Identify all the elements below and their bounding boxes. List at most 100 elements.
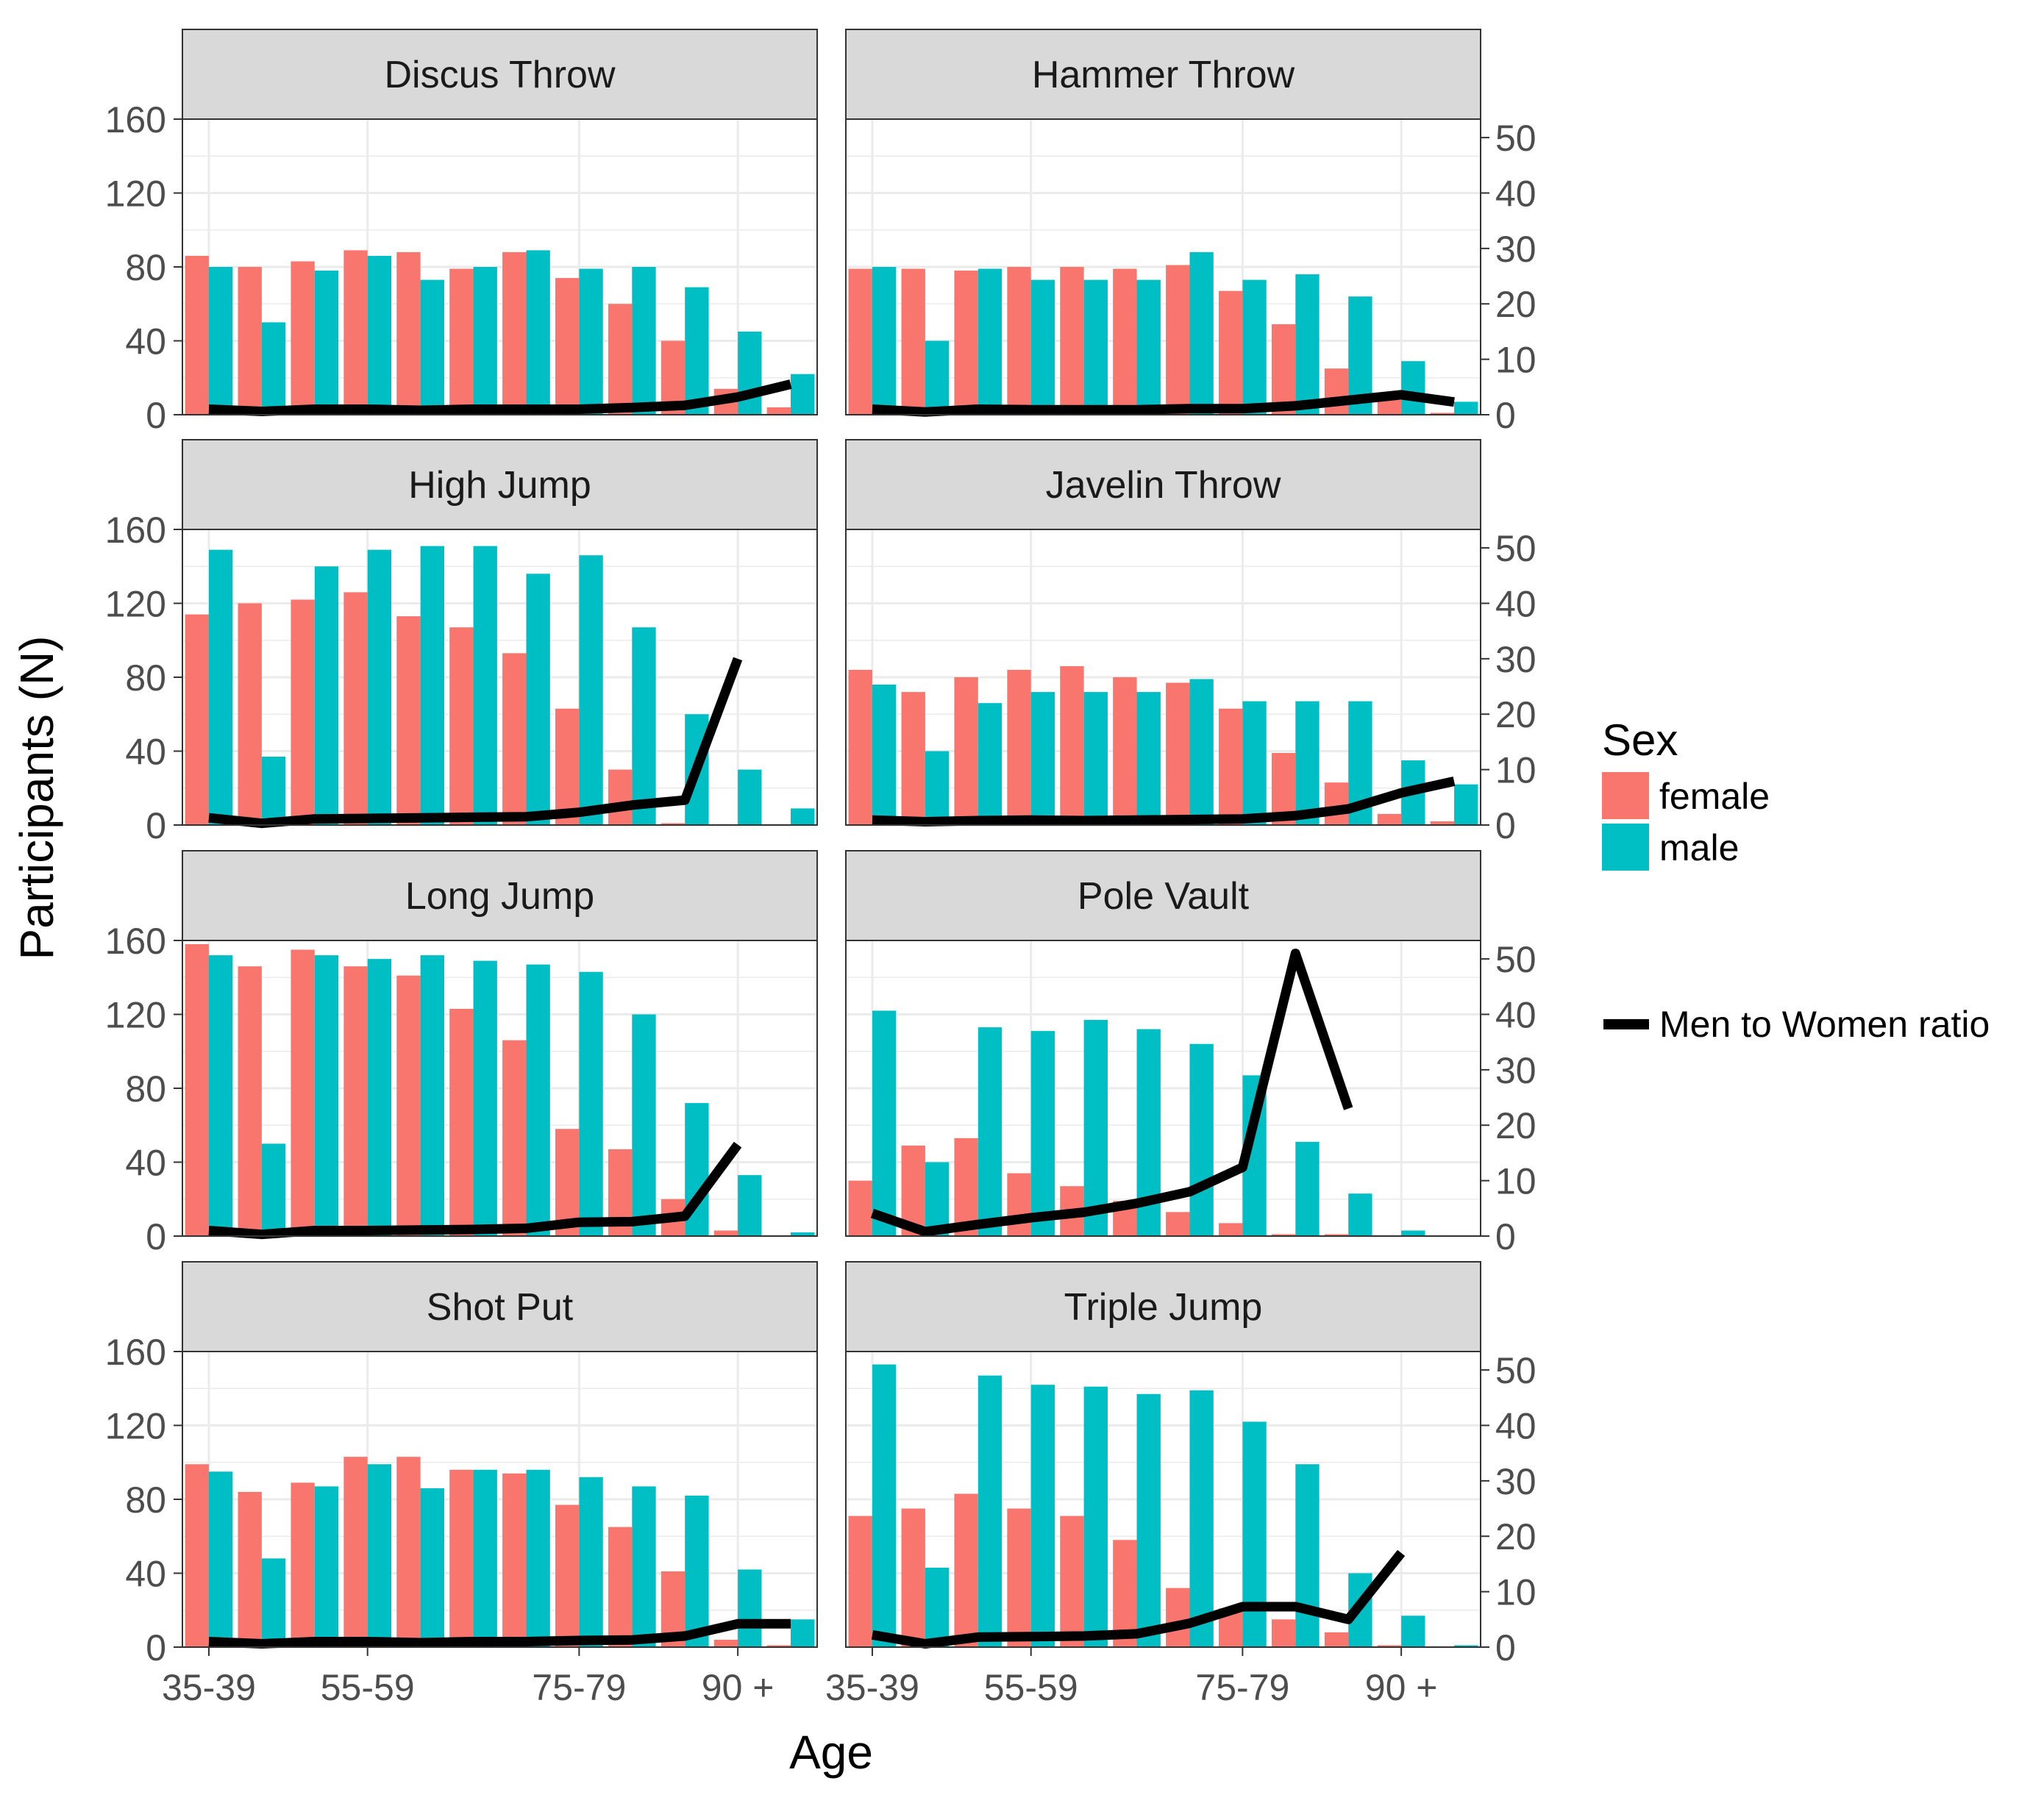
bar-male (925, 751, 950, 825)
bar-female (1060, 665, 1084, 825)
y-tick-label-right: 20 (1495, 694, 1536, 735)
bar-female (1060, 267, 1084, 415)
panel-title: Javelin Throw (1046, 464, 1281, 507)
panel-border (845, 940, 1481, 1237)
bar-male (1401, 1230, 1425, 1236)
bar-female (1324, 1632, 1349, 1647)
bar-female (449, 627, 474, 825)
bar-female (1271, 1234, 1296, 1236)
y-tick-label-left: 120 (105, 1406, 166, 1447)
bar-female (1219, 708, 1243, 825)
y-tick-label-left: 160 (105, 99, 166, 140)
y-tick-label-left: 120 (105, 995, 166, 1036)
bar-female (848, 1515, 872, 1647)
bar-male (208, 955, 233, 1236)
bar-female (1060, 1515, 1084, 1647)
panel-0: Discus Throw 0 40 80 120 160 (105, 29, 818, 436)
bar-male (1083, 1020, 1108, 1236)
bar-female (1166, 682, 1190, 825)
bar-female (291, 599, 315, 825)
bar-female (238, 267, 262, 415)
bar-female (1219, 290, 1243, 415)
bar-male (738, 1175, 762, 1236)
y-tick-label-right: 40 (1495, 173, 1536, 214)
bar-female (901, 692, 925, 825)
bar-male (473, 1469, 497, 1647)
bar-male (1189, 1390, 1214, 1647)
y-tick-label-left: 160 (105, 510, 166, 551)
bar-female (1166, 1588, 1190, 1647)
bar-female (848, 669, 872, 825)
bar-female (502, 251, 527, 415)
y-tick-label-left: 0 (146, 1627, 166, 1668)
bar-female (291, 1482, 315, 1647)
x-tick-label: 90 + (1365, 1667, 1438, 1708)
bar-female (954, 1138, 978, 1236)
bar-male (1030, 279, 1055, 415)
y-tick-label-right: 20 (1495, 1105, 1536, 1146)
y-tick-label-left: 80 (125, 1068, 166, 1110)
y-tick-label-right: 10 (1495, 1572, 1536, 1613)
y-tick-label-right: 50 (1495, 1350, 1536, 1391)
bar-female (396, 1457, 421, 1647)
y-tick-label-left: 0 (146, 1216, 166, 1257)
x-tick-label: 75-79 (532, 1667, 626, 1708)
y-tick-label-right: 30 (1495, 1461, 1536, 1502)
bar-male (1242, 1421, 1267, 1647)
bar-male (791, 808, 815, 825)
ratio-line (208, 1618, 791, 1649)
y-tick-label-right: 30 (1495, 1050, 1536, 1091)
x-tick-label: 55-59 (321, 1667, 415, 1708)
bar-female (449, 268, 474, 415)
x-tick-label: 35-39 (825, 1667, 919, 1708)
legend-title: Sex (1602, 715, 1678, 765)
panel-strip (182, 439, 818, 530)
bar-female (502, 653, 527, 825)
bar-male (579, 268, 603, 415)
bar-male (261, 757, 286, 825)
x-tick-label: 35-39 (162, 1667, 256, 1708)
bar-male (685, 287, 709, 415)
bar-male (632, 627, 656, 825)
y-tick-label-left: 40 (125, 1554, 166, 1595)
panel-strip (845, 29, 1481, 120)
bar-male (526, 250, 550, 415)
bar-male (367, 549, 392, 825)
bar-female (555, 708, 580, 825)
panel-title: Hammer Throw (1032, 54, 1295, 96)
panel-strip (182, 1261, 818, 1352)
bar-female (1219, 1223, 1243, 1236)
bar-female (185, 944, 209, 1236)
bar-male (791, 374, 815, 415)
panel-strip (182, 850, 818, 941)
x-axis-title: Age (789, 1726, 873, 1779)
bar-male (1295, 274, 1320, 415)
bar-female (848, 1180, 872, 1236)
y-tick-label-left: 160 (105, 921, 166, 962)
y-tick-label-right: 0 (1495, 1627, 1516, 1668)
bar-male (791, 1619, 815, 1647)
y-tick-label-left: 0 (146, 395, 166, 436)
bar-female (660, 823, 686, 825)
panel-3: Javelin Throw 0 10 20 30 40 50 (845, 439, 1536, 846)
y-tick-label-right: 20 (1495, 1516, 1536, 1557)
bar-female (1007, 1173, 1031, 1236)
ratio-line (872, 776, 1456, 826)
y-tick-label-right: 10 (1495, 750, 1536, 791)
bar-male (872, 685, 897, 825)
y-tick-label-left: 40 (125, 321, 166, 363)
panel-title: Long Jump (405, 875, 594, 918)
bar-male (1189, 1043, 1214, 1236)
bar-male (1083, 279, 1108, 415)
bar-female (1113, 268, 1137, 415)
panel-title: Triple Jump (1064, 1286, 1263, 1329)
bar-female (1166, 265, 1190, 415)
bar-male (579, 555, 603, 825)
panels-layer: Discus Throw 0 40 80 120 160 Hammer Throw 0 10 20… (105, 29, 1536, 1708)
panel-strip (182, 29, 818, 120)
bar-male (738, 331, 762, 415)
y-tick-label-right: 30 (1495, 229, 1536, 270)
bar-male (1030, 692, 1055, 825)
bar-male (1242, 279, 1267, 415)
